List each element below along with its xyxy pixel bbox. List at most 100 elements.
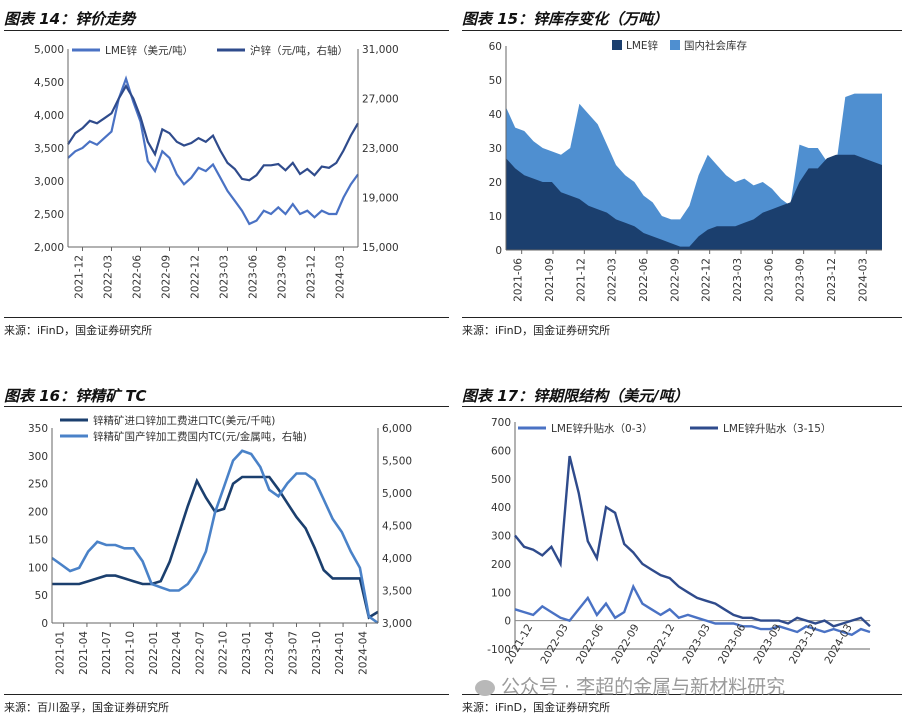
chart-source: 来源：百川盈孚，国金证券研究所 <box>4 701 169 714</box>
series-area <box>506 154 882 250</box>
x-tick-label: 2023-01 <box>241 631 253 675</box>
wechat-icon <box>475 679 495 696</box>
x-tick-label: 2022-03 <box>539 622 571 666</box>
y-tick-label: -100 <box>487 644 511 656</box>
x-tick-label: 2023-07 <box>288 631 300 675</box>
legend-swatch <box>612 40 622 50</box>
x-tick-label: 2022-10 <box>218 631 230 675</box>
y-tick-label: 200 <box>28 507 48 519</box>
chart-panel-zinc-tc: 图表 16：锌精矿 TC 0 50 100 150 200 250 300 350 3,000 3… <box>0 380 453 719</box>
series-line <box>67 75 359 226</box>
x-tick-label: 2022-06 <box>132 255 144 299</box>
watermark: 公众号 · 李超的金属与新材料研究 <box>475 672 785 699</box>
chart-plot: 2,000 2,500 3,000 3,500 4,000 4,500 5,000 15,00… <box>34 44 399 299</box>
series-line <box>67 83 359 182</box>
x-tick-label: 2021-12 <box>575 258 587 302</box>
chart-title: 图表 14：锌价走势 <box>4 10 136 28</box>
source-rule <box>462 694 902 695</box>
x-tick-label: 2024-04 <box>357 631 369 675</box>
x-tick-label: 2023-04 <box>264 631 276 675</box>
y-tick-label: 10 <box>489 211 502 223</box>
chart-panel-zinc-spread: 图表 17：锌期限结构（美元/吨） -100 0 100 200 300 400 500 60… <box>458 380 906 719</box>
y-tick-label: 20 <box>489 177 502 189</box>
x-tick-label: 2023-03 <box>219 255 231 299</box>
y-tick-label: 50 <box>489 75 502 87</box>
y-tick-label: 100 <box>28 562 48 574</box>
chart-source: 来源：iFinD，国金证券研究所 <box>4 324 153 337</box>
x-tick-label: 2022-01 <box>148 631 160 675</box>
source-rule <box>4 694 449 695</box>
x-tick-label: 2022-12 <box>645 622 677 666</box>
y-tick-label: 4,000 <box>34 110 64 122</box>
y2-tick-label: 31,000 <box>362 44 399 56</box>
y-tick-label: 700 <box>491 417 511 429</box>
y2-tick-label: 4,000 <box>382 553 412 565</box>
y-tick-label: 5,000 <box>34 44 64 56</box>
y-tick-label: 250 <box>28 479 48 491</box>
x-tick-label: 2021-01 <box>55 631 67 675</box>
y-tick-label: 40 <box>489 109 502 121</box>
x-tick-label: 2022-12 <box>701 258 713 302</box>
x-tick-label: 2022-09 <box>669 258 681 302</box>
x-tick-label: 2022-09 <box>161 255 173 299</box>
legend-label: LME锌升贴水（0-3） <box>551 422 653 435</box>
y2-tick-label: 15,000 <box>362 242 399 254</box>
chart-title: 图表 15：锌库存变化（万吨） <box>462 10 669 28</box>
x-tick-label: 2023-03 <box>681 622 713 666</box>
y2-tick-label: 3,500 <box>382 586 412 598</box>
x-tick-label: 2023-03 <box>732 258 744 302</box>
x-tick-label: 2022-12 <box>190 255 202 299</box>
series-line <box>514 583 871 637</box>
legend-label: LME锌升贴水（3-15） <box>723 422 831 435</box>
chart-panel-zinc-inventory: 图表 15：锌库存变化（万吨） 0 10 20 30 40 50 60 2021-06 2021… <box>458 0 906 345</box>
x-tick-label: 2022-04 <box>171 631 183 675</box>
chart-title: 图表 17：锌期限结构（美元/吨） <box>462 387 689 405</box>
y2-tick-label: 3,000 <box>382 618 412 630</box>
y-tick-label: 500 <box>491 474 511 486</box>
x-tick-label: 2023-09 <box>795 258 807 302</box>
title-rule <box>4 30 449 31</box>
x-tick-label: 2021-10 <box>125 631 137 675</box>
title-rule <box>4 406 449 407</box>
y-tick-label: 2,000 <box>34 242 64 254</box>
y-tick-label: 300 <box>28 451 48 463</box>
chart-title: 图表 16：锌精矿 TC <box>4 387 147 405</box>
y-tick-label: 150 <box>28 534 48 546</box>
x-tick-label: 2024-03 <box>823 622 855 666</box>
legend-label: 锌精矿国产锌加工费国内TC(元/金属吨，右轴) <box>93 430 307 443</box>
series-line <box>514 455 871 628</box>
y2-tick-label: 4,500 <box>382 521 412 533</box>
chart-panel-zinc-price: 图表 14：锌价走势 2,000 2,500 3,000 3,500 4,000 4,50… <box>0 0 453 345</box>
x-tick-label: 2024-03 <box>335 255 347 299</box>
y-tick-label: 100 <box>491 587 511 599</box>
y-tick-label: 0 <box>41 618 48 630</box>
chart-plot: 0 10 20 30 40 50 60 2021-06 2021-09 2021-12 2022-0… <box>489 39 882 302</box>
y-tick-label: 50 <box>35 590 48 602</box>
y-tick-label: 200 <box>491 559 511 571</box>
y2-tick-label: 5,500 <box>382 456 412 468</box>
y2-tick-label: 5,000 <box>382 488 412 500</box>
title-rule <box>462 30 902 31</box>
x-tick-label: 2023-06 <box>763 258 775 302</box>
legend-swatch <box>670 40 680 50</box>
x-tick-label: 2022-06 <box>638 258 650 302</box>
y-tick-label: 3,000 <box>34 176 64 188</box>
title-rule <box>462 406 902 407</box>
chart-plot: 0 50 100 150 200 250 300 350 3,000 3,500 4,000 4,50… <box>28 414 412 675</box>
x-tick-label: 2023-09 <box>277 255 289 299</box>
x-tick-label: 2023-10 <box>311 631 323 675</box>
x-tick-label: 2023-12 <box>306 255 318 299</box>
legend-label: 沪锌（元/吨，右轴） <box>250 44 348 57</box>
watermark-text: 公众号 · 李超的金属与新材料研究 <box>501 676 786 698</box>
legend-label: LME锌（美元/吨） <box>105 44 193 57</box>
y-tick-label: 2,500 <box>34 209 64 221</box>
series-line <box>52 475 379 620</box>
y2-tick-label: 23,000 <box>362 143 399 155</box>
chart-source: 来源：iFinD，国金证券研究所 <box>462 324 611 337</box>
y-tick-label: 3,500 <box>34 143 64 155</box>
y2-tick-label: 27,000 <box>362 94 399 106</box>
legend-label: 国内社会库存 <box>684 39 747 52</box>
y-tick-label: 4,500 <box>34 77 64 89</box>
y-tick-label: 600 <box>491 445 511 457</box>
